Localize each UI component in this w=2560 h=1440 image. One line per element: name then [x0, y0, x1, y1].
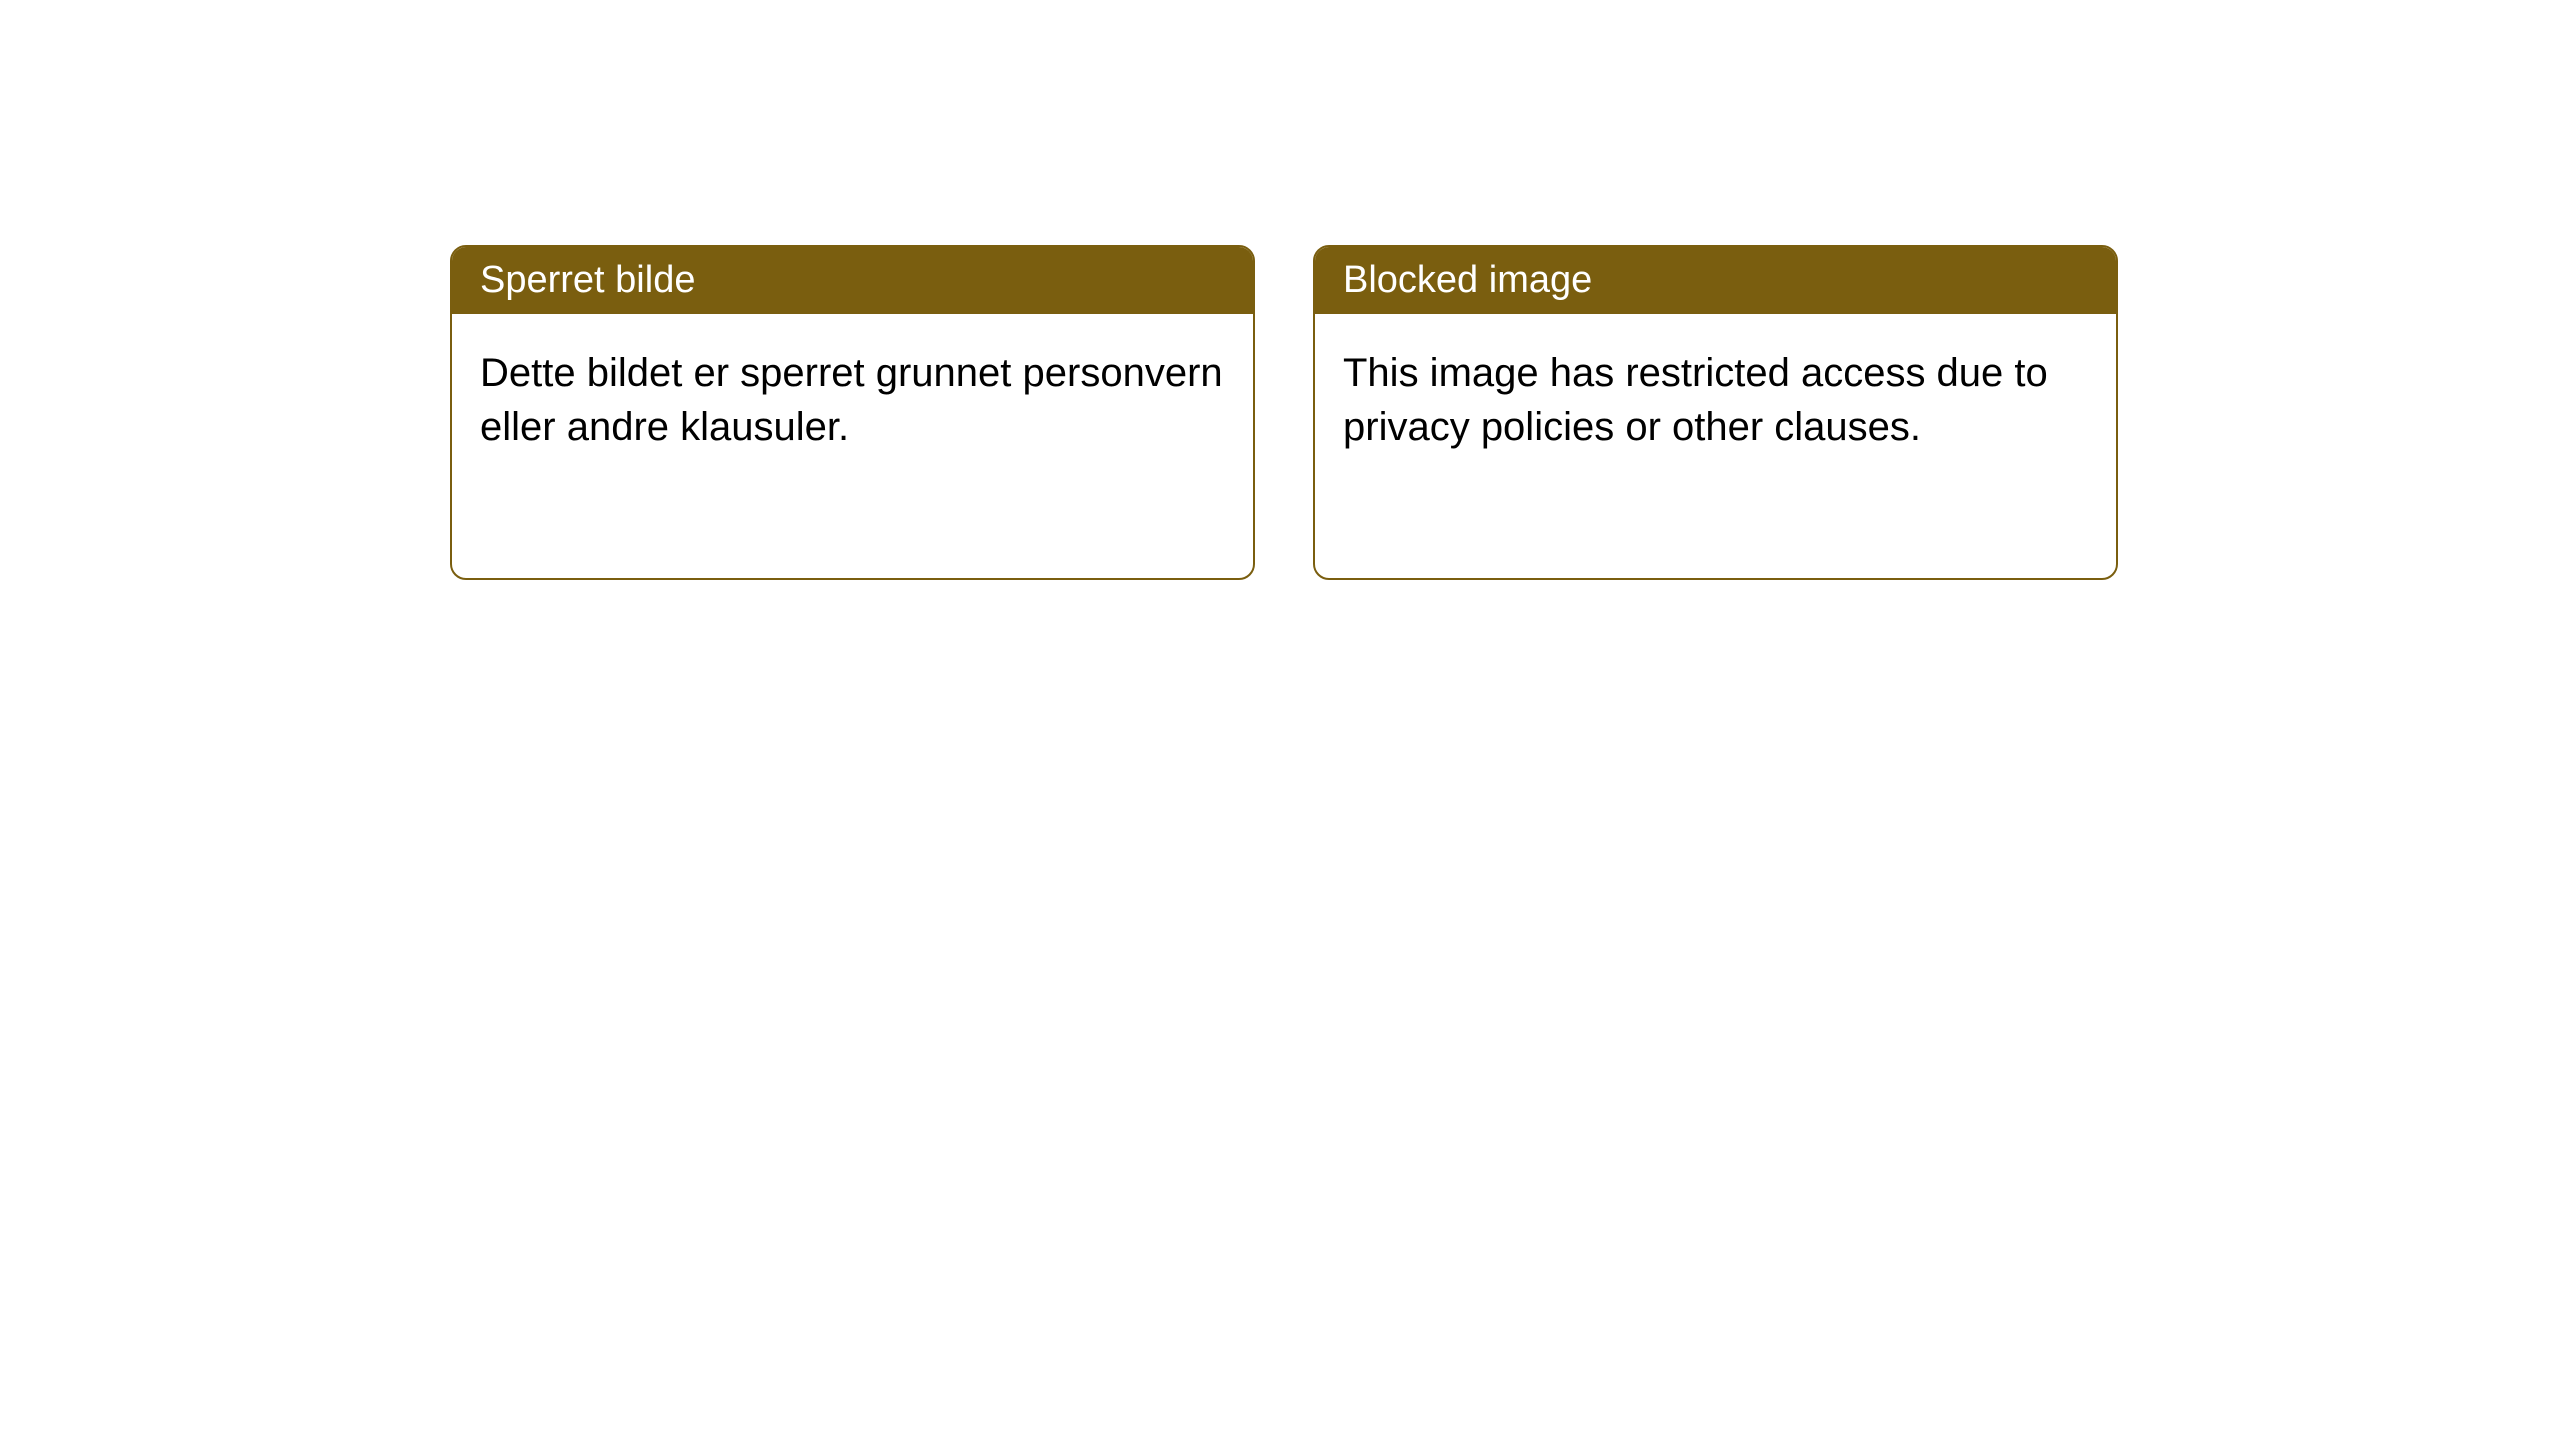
- notice-body: Dette bildet er sperret grunnet personve…: [452, 314, 1253, 486]
- notice-container: Sperret bilde Dette bildet er sperret gr…: [0, 0, 2560, 580]
- notice-card-english: Blocked image This image has restricted …: [1313, 245, 2118, 580]
- notice-header: Sperret bilde: [452, 247, 1253, 314]
- notice-card-norwegian: Sperret bilde Dette bildet er sperret gr…: [450, 245, 1255, 580]
- notice-header: Blocked image: [1315, 247, 2116, 314]
- notice-body: This image has restricted access due to …: [1315, 314, 2116, 486]
